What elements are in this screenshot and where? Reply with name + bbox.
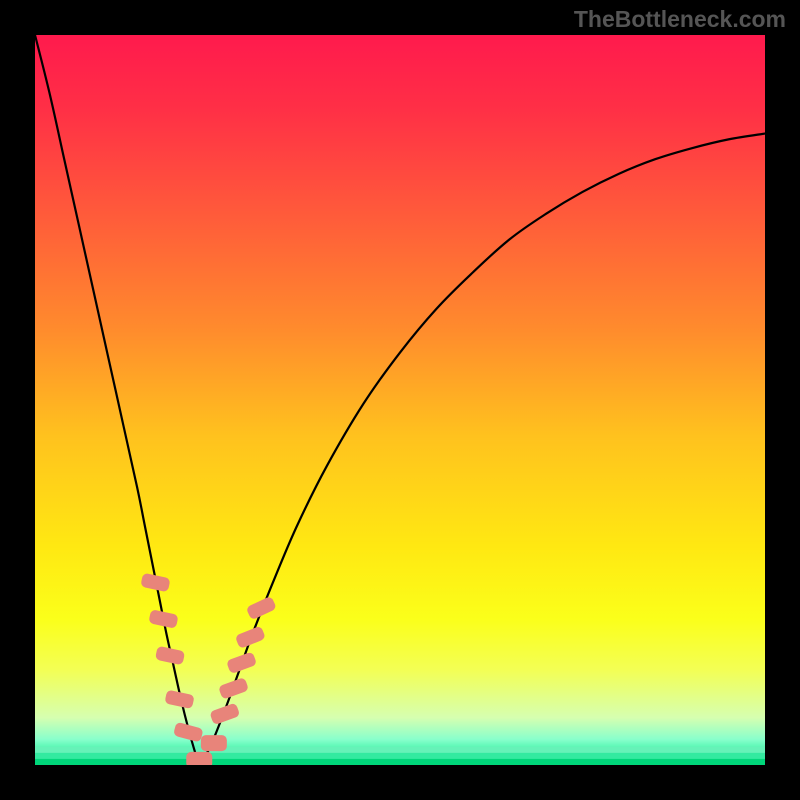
- green-strip: [35, 747, 765, 754]
- gradient-background: [35, 35, 765, 765]
- data-marker: [201, 735, 227, 751]
- plot-area: [35, 35, 765, 765]
- green-strip: [35, 759, 765, 765]
- data-marker: [186, 752, 212, 765]
- green-strip: [35, 753, 765, 760]
- chart-container: TheBottleneck.com: [0, 0, 800, 800]
- watermark-text: TheBottleneck.com: [574, 6, 786, 33]
